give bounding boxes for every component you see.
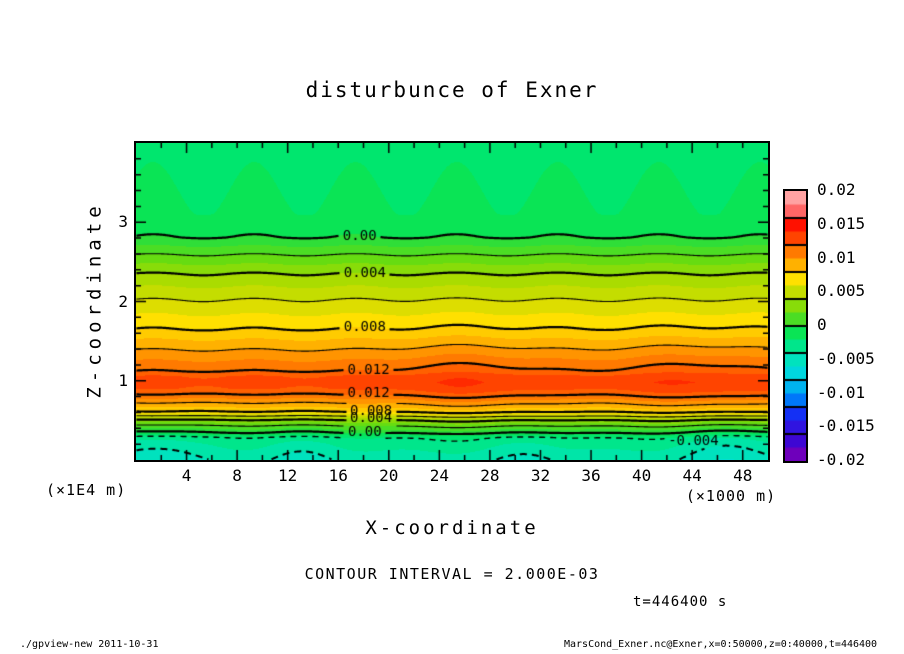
x-tick-label: 12 <box>278 466 298 485</box>
x-axis-unit: (×1000 m) <box>685 487 777 505</box>
colorbar-label: 0.01 <box>817 247 856 267</box>
x-tick-label: 32 <box>530 466 551 485</box>
plot-title: disturbunce of Exner <box>305 78 599 102</box>
colorbar <box>783 189 808 463</box>
x-tick-label: 24 <box>429 466 449 485</box>
contour-plot-canvas <box>136 143 768 460</box>
x-tick-label: 4 <box>181 466 192 485</box>
x-tick-label: 48 <box>733 466 753 485</box>
colorbar-label: -0.01 <box>817 382 866 402</box>
x-tick-label: 20 <box>379 466 399 485</box>
x-tick-label: 36 <box>581 466 601 485</box>
colorbar-label: -0.02 <box>817 450 866 469</box>
colorbar-label: -0.015 <box>817 416 875 436</box>
y-tick-label: 3 <box>118 212 128 232</box>
footer-file-text: MarsCond_Exner.nc@Exner,x=0:50000,z=0:40… <box>564 639 878 650</box>
timestamp-text: t=446400 s <box>633 594 728 610</box>
plot-area <box>134 141 770 462</box>
colorbar-label: 0.015 <box>817 213 866 233</box>
contour-interval-text: CONTOUR INTERVAL = 2.000E-03 <box>304 565 600 583</box>
x-axis-label: X-coordinate <box>365 517 539 539</box>
y-axis-unit: (×1E4 m) <box>46 481 127 499</box>
x-tick-label: 28 <box>480 466 500 485</box>
x-tick-label: 40 <box>631 466 652 485</box>
footer-command-text: ./gpview-new 2011-10-31 <box>20 639 159 650</box>
x-tick-label: 8 <box>232 466 242 485</box>
colorbar-label: 0.02 <box>817 180 856 199</box>
x-tick-label: 16 <box>328 466 348 485</box>
x-tick-label: 44 <box>682 466 702 485</box>
colorbar-canvas <box>785 191 806 461</box>
colorbar-label: 0.005 <box>817 281 866 301</box>
colorbar-label: 0 <box>817 315 827 334</box>
colorbar-label: -0.005 <box>817 348 875 368</box>
y-tick-label: 2 <box>118 291 128 311</box>
y-tick-label: 1 <box>118 370 128 390</box>
